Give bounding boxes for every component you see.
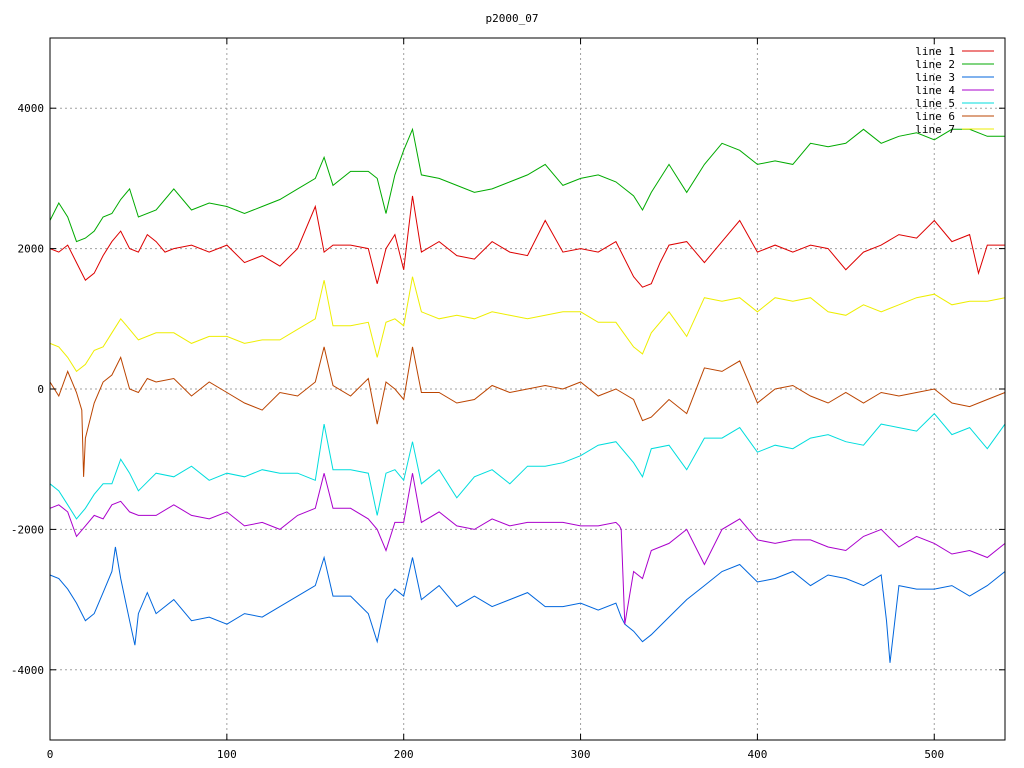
y-axis-ticks: -4000 -2000 0 2000 4000	[11, 102, 1005, 677]
legend-label: line 6	[915, 110, 955, 123]
series-6-line	[49, 346, 1006, 477]
legend-label: line 5	[915, 97, 955, 110]
x-tick-label: 200	[394, 748, 414, 761]
x-tick-label: 300	[571, 748, 591, 761]
legend-label: line 1	[915, 45, 955, 58]
legend-label: line 2	[915, 58, 955, 71]
y-tick-label: -4000	[11, 664, 44, 677]
series-4-line	[49, 473, 1006, 625]
series-2-line	[49, 127, 1005, 243]
x-axis-ticks: 0 100 200 300 400 500	[47, 38, 944, 761]
series-7-line	[49, 276, 1006, 373]
series-1-line	[49, 195, 1005, 288]
y-tick-label: 4000	[18, 102, 45, 115]
x-tick-label: 0	[47, 748, 54, 761]
x-tick-label: 500	[924, 748, 944, 761]
y-tick-label: 2000	[18, 243, 45, 256]
y-tick-label: -2000	[11, 523, 44, 536]
chart-title: p2000_07	[486, 12, 539, 25]
x-tick-label: 100	[217, 748, 237, 761]
legend-label: line 4	[915, 84, 955, 97]
series-3-line	[49, 546, 1006, 663]
y-tick-label: 0	[37, 383, 44, 396]
legend-label: line 7	[915, 123, 955, 136]
series-5-line	[49, 412, 1006, 520]
legend-label: line 3	[915, 71, 955, 84]
x-tick-label: 400	[747, 748, 767, 761]
series-layer	[49, 127, 1006, 663]
